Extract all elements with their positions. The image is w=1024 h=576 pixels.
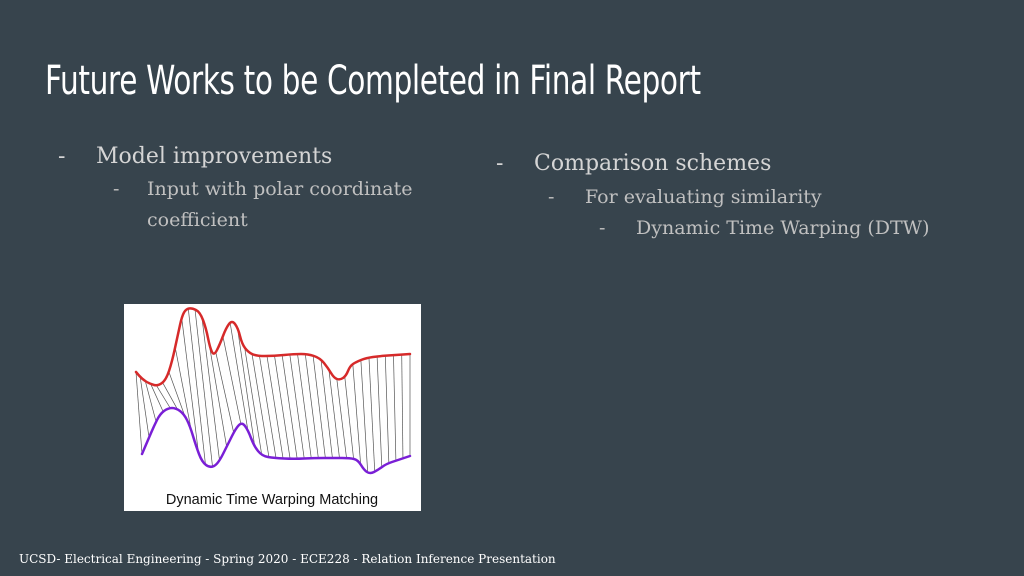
sub-bullet-evaluating-similarity: For evaluating similarity	[585, 186, 822, 208]
warping-line	[144, 380, 157, 422]
warping-lines	[135, 308, 411, 473]
warping-line	[320, 359, 333, 459]
sub-sub-bullet-dash: -	[599, 217, 606, 239]
warping-line	[181, 317, 199, 453]
warping-line	[281, 355, 298, 459]
slide-footer: UCSD- Electrical Engineering - Spring 20…	[19, 552, 556, 566]
warping-line	[139, 376, 150, 438]
lower-time-series-curve	[140, 406, 412, 475]
warping-line	[174, 347, 192, 431]
sub-sub-bullet-dtw: Dynamic Time Warping (DTW)	[636, 217, 930, 239]
sub-bullet-polar-input-continued: coefficient	[147, 209, 248, 231]
warping-line	[336, 378, 347, 459]
upper-time-series-curve	[134, 307, 412, 387]
dtw-figure: Dynamic Time Warping Matching	[124, 304, 421, 511]
warping-line	[304, 353, 319, 459]
warping-line	[352, 364, 361, 465]
bullet-comparison-schemes: Comparison schemes	[534, 151, 772, 176]
warping-line	[162, 382, 178, 410]
warping-line	[194, 309, 213, 467]
warping-line	[274, 355, 291, 459]
warping-line	[360, 360, 369, 473]
warping-line	[376, 356, 383, 468]
warping-line	[150, 384, 164, 412]
warping-line	[229, 322, 249, 430]
figure-caption: Dynamic Time Warping Matching	[166, 492, 378, 508]
warping-line	[259, 355, 277, 459]
warping-line	[208, 341, 227, 447]
bullet-model-improvements: Model improvements	[96, 144, 333, 169]
warping-line	[368, 357, 376, 472]
warping-line	[312, 355, 326, 459]
warping-line	[393, 355, 397, 461]
dtw-illustration: Dynamic Time Warping Matching	[134, 307, 412, 508]
warping-line	[201, 316, 220, 461]
warping-line	[328, 369, 340, 459]
warping-line	[168, 371, 185, 415]
warping-line	[289, 354, 305, 459]
warping-line	[266, 355, 284, 459]
slide-title: Future Works to be Completed in Final Re…	[45, 58, 701, 104]
warping-line	[222, 336, 242, 424]
warping-line	[215, 352, 235, 433]
warping-line	[135, 371, 143, 455]
warping-line	[384, 355, 390, 464]
warping-line	[236, 327, 256, 448]
warping-line	[244, 347, 263, 456]
warping-line	[344, 376, 354, 459]
warping-line	[297, 353, 312, 459]
warping-line	[401, 354, 404, 459]
bullet-dash: -	[496, 151, 504, 176]
warping-line	[187, 308, 206, 465]
warping-line	[251, 353, 270, 458]
sub-bullet-dash: -	[548, 186, 555, 208]
warping-line	[156, 385, 171, 409]
sub-bullet-polar-input: Input with polar coordinate	[147, 178, 413, 200]
bullet-dash: -	[58, 144, 66, 169]
sub-bullet-dash: -	[113, 178, 120, 200]
